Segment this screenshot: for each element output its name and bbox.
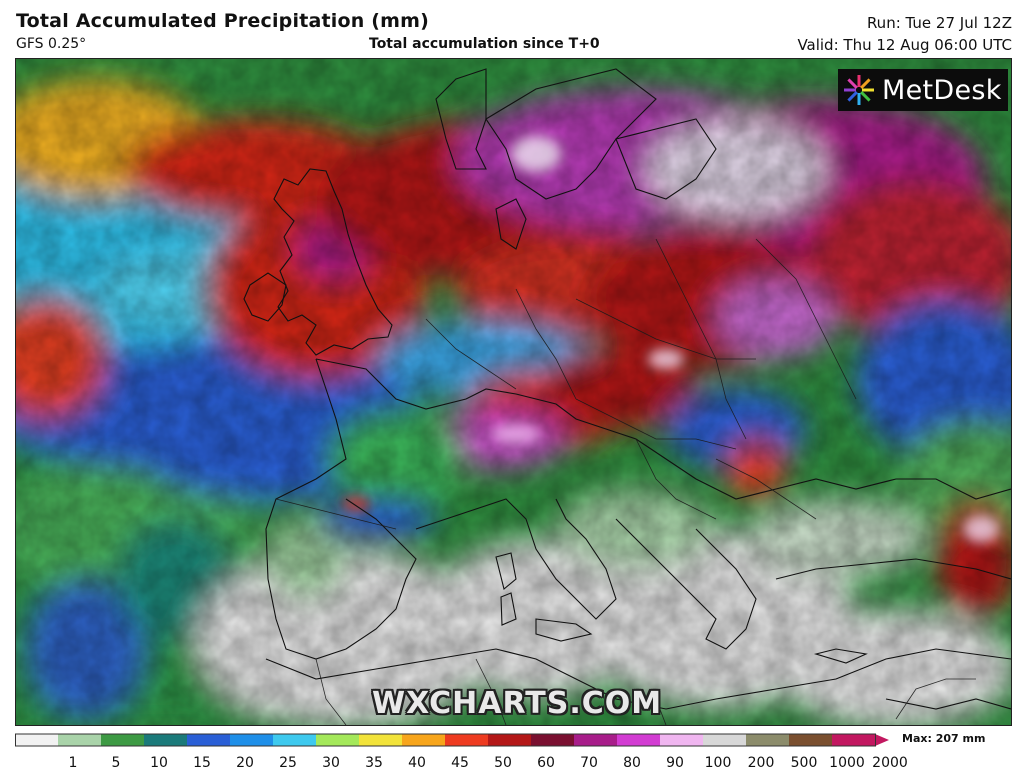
- legend-swatch: [531, 734, 575, 746]
- legend-tick-label: 20: [236, 755, 254, 771]
- legend-swatch: [832, 734, 876, 746]
- legend-ticks: 1 5 10 15 20 25 30 35 40 45 50 60 70 80 90 100 200 500 100…: [15, 755, 908, 775]
- legend-swatch: [746, 734, 790, 746]
- legend-tick-label: 30: [322, 755, 340, 771]
- legend-swatch: [574, 734, 618, 746]
- logo-text: MetDesk: [882, 74, 1002, 106]
- legend-swatch: [187, 734, 231, 746]
- legend-tick-label: 1: [68, 755, 78, 771]
- legend-tick-label: 90: [666, 755, 684, 771]
- chart-subtitle: Total accumulation since T+0: [369, 36, 600, 52]
- legend-swatch: [58, 734, 102, 746]
- metdesk-logo: MetDesk: [838, 69, 1008, 111]
- legend-tick-label: 80: [623, 755, 641, 771]
- legend-swatch: [617, 734, 661, 746]
- legend-swatch: [445, 734, 489, 746]
- run-time: Run: Tue 27 Jul 12Z: [866, 14, 1012, 32]
- legend-arrow: [875, 734, 889, 746]
- legend-swatch: [402, 734, 446, 746]
- coastlines: [243, 68, 1011, 710]
- legend-tick-label: 10: [150, 755, 168, 771]
- legend-tick-label: 40: [408, 755, 426, 771]
- legend-border: [15, 733, 876, 747]
- legend-swatch: [660, 734, 704, 746]
- watermark: WXCHARTS.COM: [372, 686, 663, 721]
- legend-swatch: [488, 734, 532, 746]
- max-value-label: Max: 207 mm: [902, 732, 986, 745]
- precip-cores: [342, 136, 999, 543]
- legend-swatch: [316, 734, 360, 746]
- chart-title: Total Accumulated Precipitation (mm): [16, 10, 430, 32]
- legend-tick-label: 15: [193, 755, 211, 771]
- map-canvas: [16, 59, 1011, 725]
- legend-tick-label: 35: [365, 755, 383, 771]
- legend-swatch: [359, 734, 403, 746]
- color-legend: [15, 733, 889, 747]
- metdesk-star-icon: [844, 75, 874, 105]
- legend-tick-label: 500: [790, 755, 818, 771]
- legend-swatch: [101, 734, 145, 746]
- legend-tick-label: 1000: [829, 755, 865, 771]
- legend-tick-label: 25: [279, 755, 297, 771]
- legend-tick-label: 5: [111, 755, 121, 771]
- legend-tick-label: 50: [494, 755, 512, 771]
- valid-time: Valid: Thu 12 Aug 06:00 UTC: [797, 36, 1012, 54]
- legend-tick-label: 100: [704, 755, 732, 771]
- model-label: GFS 0.25°: [16, 36, 87, 52]
- legend-tick-label: 70: [580, 755, 598, 771]
- precipitation-map[interactable]: [15, 58, 1012, 726]
- legend-tick-label: 200: [747, 755, 775, 771]
- legend-swatch: [703, 734, 747, 746]
- legend-swatch: [230, 734, 274, 746]
- legend-swatch: [144, 734, 188, 746]
- legend-swatch: [789, 734, 833, 746]
- legend-tick-label: 2000: [872, 755, 908, 771]
- country-borders: [275, 238, 976, 725]
- legend-tick-label: 60: [537, 755, 555, 771]
- legend-tick-label: 45: [451, 755, 469, 771]
- legend-swatch: [15, 734, 59, 746]
- legend-swatch: [273, 734, 317, 746]
